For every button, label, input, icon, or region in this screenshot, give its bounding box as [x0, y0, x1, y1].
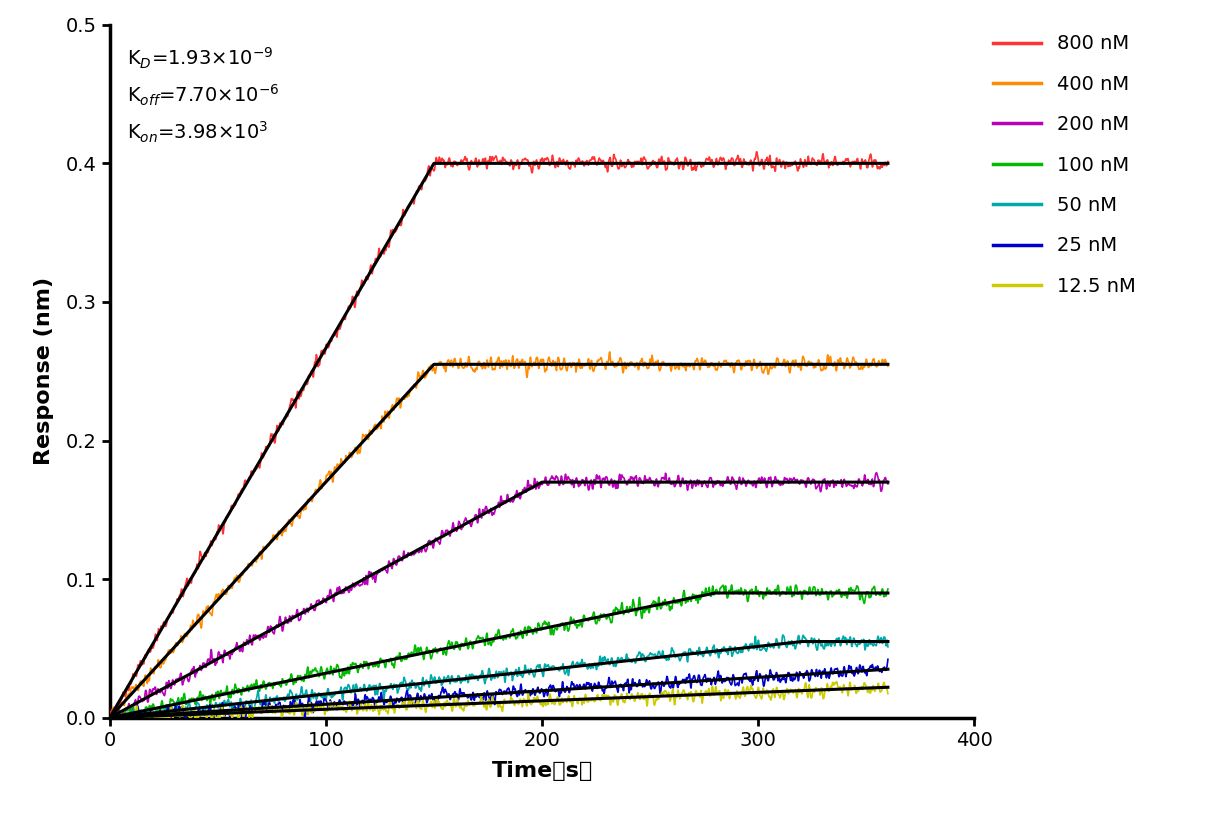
Y-axis label: Response (nm): Response (nm) — [34, 277, 55, 465]
Text: K$_D$=1.93×10$^{-9}$
K$_{off}$=7.70×10$^{-6}$
K$_{on}$=3.98×10$^{3}$: K$_D$=1.93×10$^{-9}$ K$_{off}$=7.70×10$^… — [127, 45, 279, 144]
X-axis label: Time（s）: Time（s） — [491, 761, 593, 781]
Legend: 800 nM, 400 nM, 200 nM, 100 nM, 50 nM, 25 nM, 12.5 nM: 800 nM, 400 nM, 200 nM, 100 nM, 50 nM, 2… — [993, 35, 1135, 296]
